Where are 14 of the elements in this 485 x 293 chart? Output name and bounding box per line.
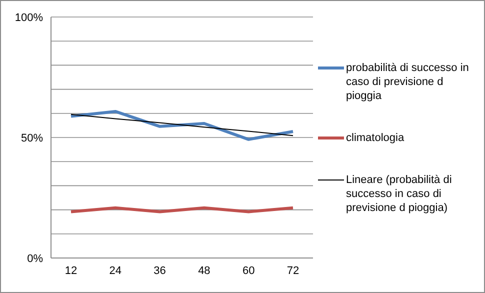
- y-tick-label: 100%: [14, 12, 44, 24]
- x-tick-label: 72: [286, 264, 300, 277]
- x-tick-label: 48: [198, 264, 210, 277]
- x-tick-label: 12: [64, 264, 78, 277]
- x-tick-label: 36: [154, 264, 166, 277]
- legend-label: probabilità di successo in caso di previsione d pioggia: [346, 61, 470, 103]
- y-tick-label: 0%: [27, 252, 44, 265]
- y-tick-label: 50%: [20, 132, 44, 144]
- x-tick-label: 60: [242, 264, 255, 277]
- legend-label: Lineare (probabilità di successo in caso di previsione d pioggia): [346, 173, 453, 215]
- line-series: [70, 114, 294, 136]
- x-tick-label: 24: [109, 264, 122, 277]
- line-series: [70, 110, 294, 141]
- legend-label: climatologia: [346, 131, 404, 145]
